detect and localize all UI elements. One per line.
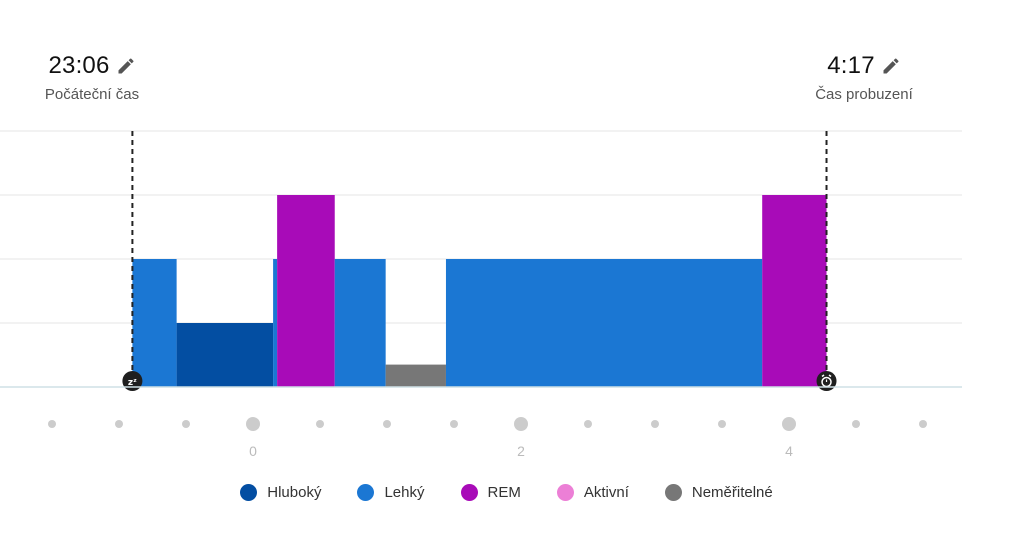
end-time-value: 4:17 — [827, 52, 875, 79]
legend-item-deep[interactable]: Hluboký — [240, 484, 321, 501]
start-time-label: Počáteční čas — [44, 86, 140, 103]
minor-tick-dot — [651, 420, 659, 428]
x-tick-label: 0 — [249, 443, 257, 459]
edit-start-time-pencil-icon[interactable] — [116, 56, 136, 76]
legend-dot-active — [556, 484, 574, 501]
legend-label-light: Lehký — [384, 484, 425, 501]
legend-dot-light — [357, 484, 375, 501]
chart-legend: Hluboký Lehký REM Aktivní Neměřitelné — [0, 484, 1013, 501]
legend-item-unmeasurable[interactable]: Neměřitelné — [664, 484, 773, 501]
time-markers: zᶻ — [122, 131, 837, 391]
bar-rem — [762, 195, 827, 387]
major-tick-dot — [246, 417, 260, 431]
minor-tick-dot — [383, 420, 391, 428]
bar-unmeasurable — [385, 364, 446, 387]
legend-item-active[interactable]: Aktivní — [556, 484, 629, 501]
minor-tick-dot — [182, 420, 190, 428]
minor-tick-dot — [584, 420, 592, 428]
legend-label-deep: Hluboký — [267, 484, 322, 501]
bar-light — [445, 259, 763, 387]
x-axis: 0 2 4 — [0, 386, 962, 459]
sleep-stage-bars — [132, 195, 827, 387]
bar-light — [132, 259, 177, 387]
major-tick-dot — [514, 417, 528, 431]
minor-tick-dot — [316, 420, 324, 428]
sleep-zzz-glyph: zᶻ — [128, 378, 137, 388]
legend-dot-rem — [460, 484, 478, 501]
legend-label-rem: REM — [487, 484, 521, 501]
legend-item-rem[interactable]: REM — [460, 484, 521, 501]
legend-label-unmeasurable: Neměřitelné — [691, 484, 773, 501]
minor-tick-dot — [115, 420, 123, 428]
minor-tick-dot — [919, 420, 927, 428]
end-time-label: Čas probuzení — [815, 86, 913, 103]
bar-light — [334, 259, 386, 387]
sleep-zzz-icon — [122, 371, 143, 391]
minor-tick-dot — [718, 420, 726, 428]
legend-item-light[interactable]: Lehký — [357, 484, 425, 501]
bar-deep — [176, 323, 274, 387]
edit-end-time-pencil-icon[interactable] — [881, 56, 901, 76]
legend-label-active: Aktivní — [583, 484, 629, 501]
sleep-chart: zᶻ 0 2 4 — [0, 130, 962, 459]
start-time-block: 23:06 Počáteční čas — [44, 52, 140, 103]
minor-tick-dot — [852, 420, 860, 428]
end-time-block: 4:17 Čas probuzení — [808, 52, 920, 103]
minor-tick-dot — [48, 420, 56, 428]
start-time-value: 23:06 — [48, 52, 110, 79]
legend-dot-unmeasurable — [664, 484, 682, 501]
minor-tick-dot — [450, 420, 458, 428]
major-tick-dot — [782, 417, 796, 431]
alarm-bell-left — [821, 374, 825, 378]
x-tick-label: 4 — [785, 443, 793, 459]
bar-light — [273, 259, 278, 387]
alarm-bell-right — [828, 374, 832, 378]
x-tick-label: 2 — [517, 443, 525, 459]
legend-dot-deep — [240, 484, 258, 501]
bar-rem — [277, 195, 335, 387]
